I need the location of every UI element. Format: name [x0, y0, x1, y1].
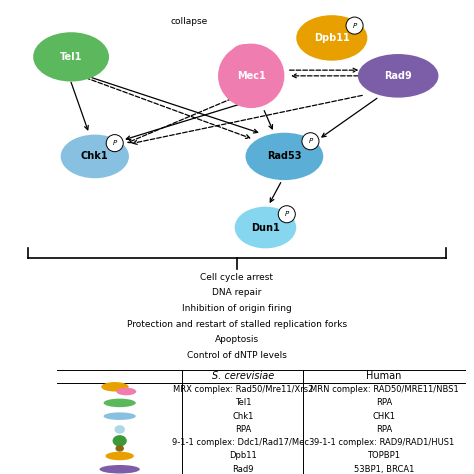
Circle shape: [278, 206, 295, 223]
Text: Control of dNTP levels: Control of dNTP levels: [187, 351, 287, 360]
Text: Mec1: Mec1: [237, 71, 265, 81]
Ellipse shape: [103, 412, 136, 420]
Ellipse shape: [296, 15, 367, 61]
Text: Rad53: Rad53: [267, 151, 301, 162]
Ellipse shape: [358, 54, 438, 98]
Text: collapse: collapse: [171, 17, 208, 26]
Text: Cell cycle arrest: Cell cycle arrest: [201, 273, 273, 282]
Text: P: P: [353, 23, 356, 28]
FancyArrowPatch shape: [128, 96, 238, 143]
Text: Protection and restart of stalled replication forks: Protection and restart of stalled replic…: [127, 320, 347, 328]
Circle shape: [346, 17, 363, 34]
Text: Rad9: Rad9: [384, 71, 412, 81]
Text: MRX complex: Rad50/Mre11/Xrs2: MRX complex: Rad50/Mre11/Xrs2: [173, 385, 313, 394]
Text: 9-1-1 complex: RAD9/RAD1/HUS1: 9-1-1 complex: RAD9/RAD1/HUS1: [314, 438, 454, 447]
Ellipse shape: [246, 133, 323, 180]
Circle shape: [302, 133, 319, 150]
Text: Tel1: Tel1: [235, 399, 251, 407]
Ellipse shape: [230, 44, 261, 65]
Text: Tel1: Tel1: [60, 52, 82, 62]
FancyArrowPatch shape: [264, 110, 273, 129]
Ellipse shape: [115, 425, 125, 434]
Ellipse shape: [61, 135, 129, 178]
FancyArrowPatch shape: [290, 68, 357, 72]
Ellipse shape: [105, 452, 134, 460]
Text: CHK1: CHK1: [373, 412, 395, 420]
FancyArrowPatch shape: [71, 82, 88, 130]
Text: Dpb11: Dpb11: [229, 452, 257, 460]
FancyArrowPatch shape: [133, 95, 362, 145]
Text: P: P: [309, 138, 312, 144]
Ellipse shape: [218, 44, 284, 108]
Text: MRN complex: RAD50/MRE11/NBS1: MRN complex: RAD50/MRE11/NBS1: [310, 385, 458, 394]
Ellipse shape: [113, 435, 127, 447]
Text: P: P: [285, 211, 289, 217]
Ellipse shape: [103, 399, 136, 407]
Text: P: P: [113, 140, 117, 146]
Ellipse shape: [101, 382, 128, 392]
Text: Dun1: Dun1: [251, 222, 280, 233]
Text: Inhibition of origin firing: Inhibition of origin firing: [182, 304, 292, 313]
FancyArrowPatch shape: [85, 78, 250, 138]
Ellipse shape: [33, 32, 109, 82]
Text: Apoptosis: Apoptosis: [215, 336, 259, 344]
Ellipse shape: [117, 388, 137, 395]
Text: RPA: RPA: [376, 399, 392, 407]
FancyArrowPatch shape: [322, 98, 377, 137]
Text: S. cerevisiae: S. cerevisiae: [212, 371, 274, 382]
FancyArrowPatch shape: [92, 78, 258, 133]
Ellipse shape: [235, 207, 296, 248]
Text: Chk1: Chk1: [232, 412, 254, 420]
FancyArrowPatch shape: [270, 182, 281, 202]
Text: Human: Human: [366, 371, 401, 382]
Text: TOPBP1: TOPBP1: [367, 452, 401, 460]
Text: RPA: RPA: [235, 425, 251, 434]
Ellipse shape: [100, 465, 140, 474]
Text: RPA: RPA: [376, 425, 392, 434]
FancyArrowPatch shape: [126, 104, 240, 140]
Ellipse shape: [115, 445, 124, 452]
FancyArrowPatch shape: [292, 74, 358, 78]
Circle shape: [106, 135, 123, 152]
Text: Rad9: Rad9: [232, 465, 254, 474]
Text: DNA repair: DNA repair: [212, 289, 262, 297]
Text: Dpb11: Dpb11: [314, 33, 350, 43]
Text: Chk1: Chk1: [81, 151, 109, 162]
Text: 9-1-1 complex: Ddc1/Rad17/Mec3: 9-1-1 complex: Ddc1/Rad17/Mec3: [172, 438, 314, 447]
Text: 53BP1, BRCA1: 53BP1, BRCA1: [354, 465, 414, 474]
